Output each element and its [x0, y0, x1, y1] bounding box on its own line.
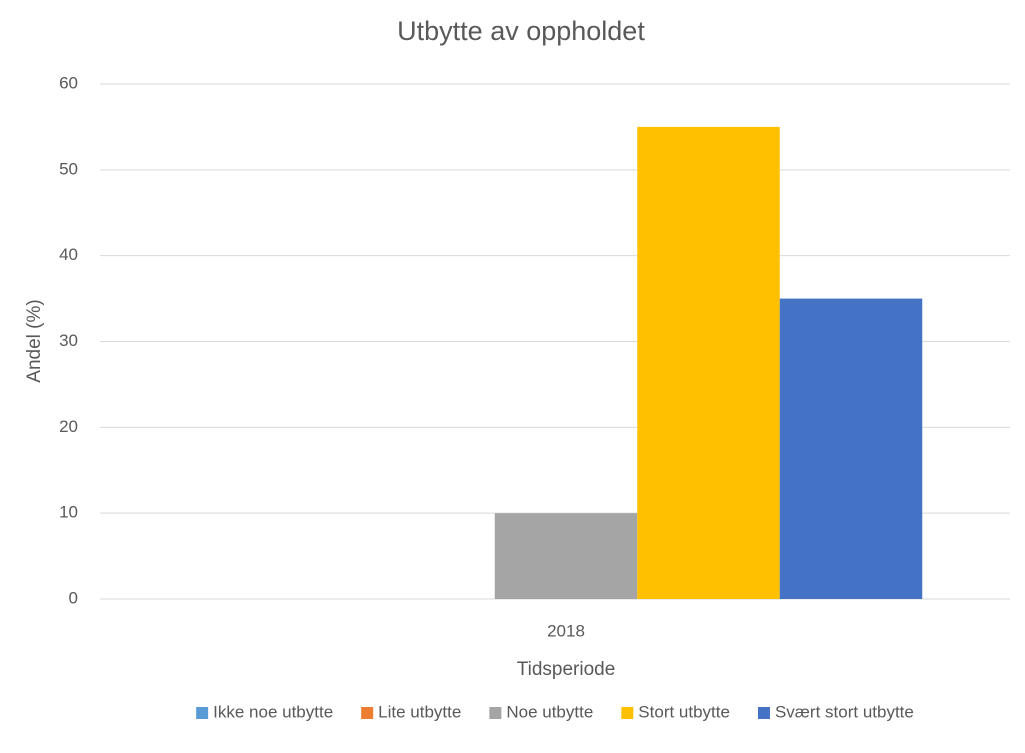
- legend-label: Lite utbytte: [378, 702, 461, 721]
- y-tick-label: 30: [59, 331, 78, 350]
- bar: [637, 126, 780, 600]
- x-axis-label: Tidsperiode: [517, 659, 616, 680]
- legend-label: Svært stort utbytte: [775, 702, 914, 721]
- legend-swatch: [361, 707, 374, 719]
- chart-title: Utbytte av oppholdet: [397, 16, 645, 46]
- y-tick-label: 10: [59, 503, 78, 522]
- x-tick-label: 2018: [547, 621, 585, 640]
- legend-label: Noe utbytte: [506, 702, 593, 721]
- y-tick-label: 50: [59, 159, 78, 178]
- bar: [494, 513, 638, 599]
- y-tick-label: 40: [59, 245, 78, 264]
- legend-label: Stort utbytte: [638, 702, 730, 721]
- legend-swatch: [621, 707, 634, 719]
- bar: [779, 298, 923, 599]
- legend-swatch: [489, 707, 502, 719]
- y-tick-label: 20: [59, 417, 78, 436]
- legend-swatch: [757, 707, 770, 719]
- legend-label: Ikke noe utbytte: [213, 702, 333, 721]
- y-tick-label: 60: [59, 73, 78, 92]
- y-axis-label: Andel (%): [24, 299, 45, 382]
- legend-swatch: [196, 707, 209, 719]
- y-tick-label: 0: [69, 588, 78, 607]
